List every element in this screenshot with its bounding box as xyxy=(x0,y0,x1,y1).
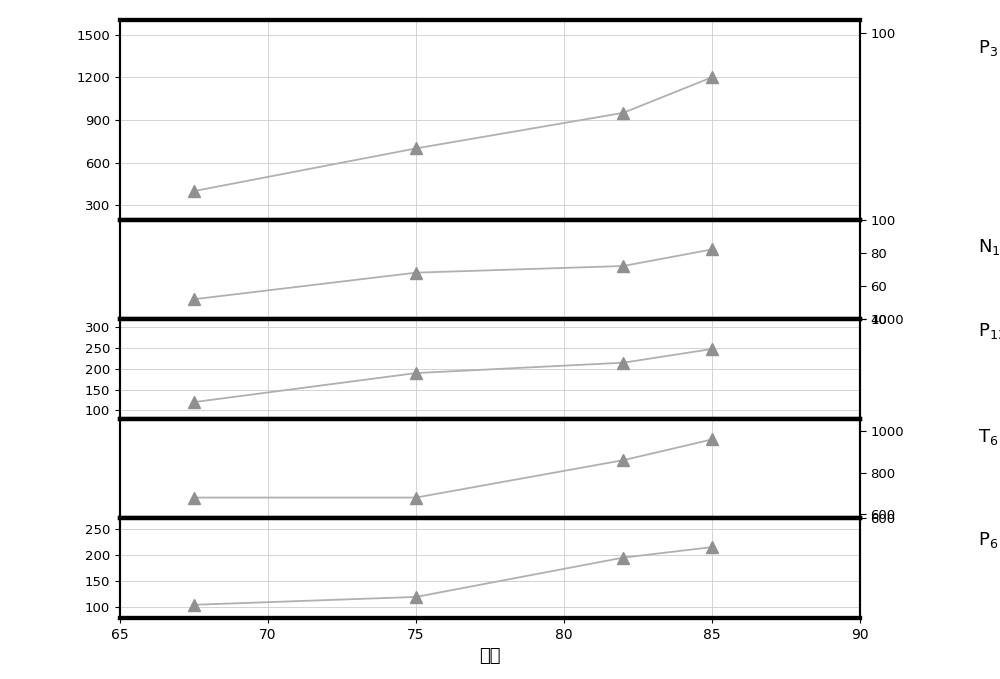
Text: P$_6$: P$_6$ xyxy=(978,530,999,550)
Text: P$_3$: P$_3$ xyxy=(978,38,998,58)
Text: P$_{13}$: P$_{13}$ xyxy=(978,321,1000,341)
X-axis label: 转速: 转速 xyxy=(479,647,501,665)
Text: T$_6$: T$_6$ xyxy=(978,426,999,447)
Text: N$_1$: N$_1$ xyxy=(978,238,1000,257)
